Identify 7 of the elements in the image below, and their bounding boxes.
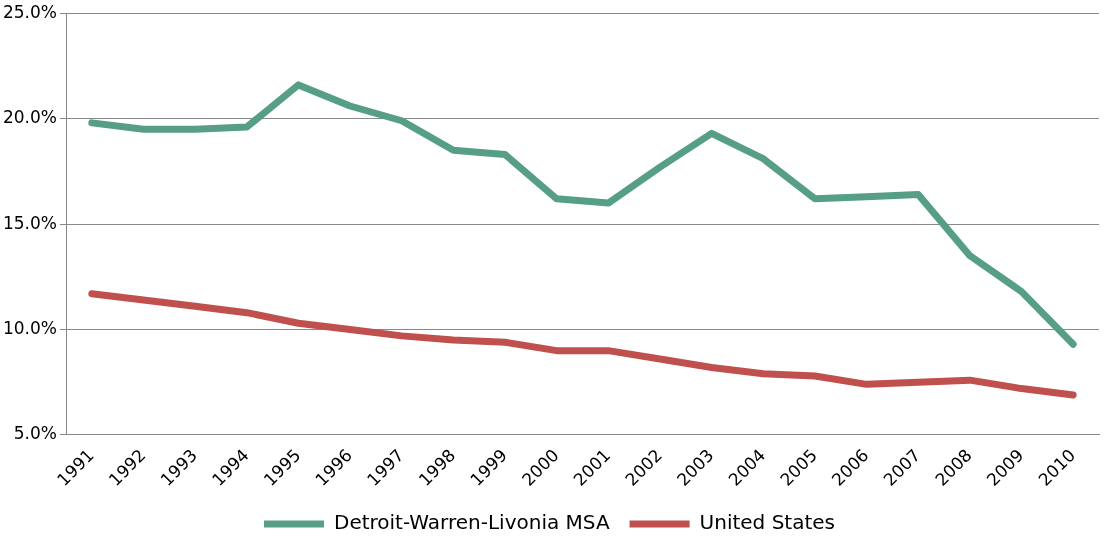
- y-tick-label: 10.0%: [2, 317, 57, 338]
- legend-label: United States: [699, 510, 836, 535]
- y-tick-label: 15.0%: [2, 212, 57, 233]
- y-tick-label: 20.0%: [2, 107, 57, 128]
- y-tick-label: 5.0%: [13, 423, 57, 444]
- legend-label: Detroit-Warren-Livonia MSA: [333, 510, 610, 535]
- y-tick-label: 25.0%: [2, 1, 57, 22]
